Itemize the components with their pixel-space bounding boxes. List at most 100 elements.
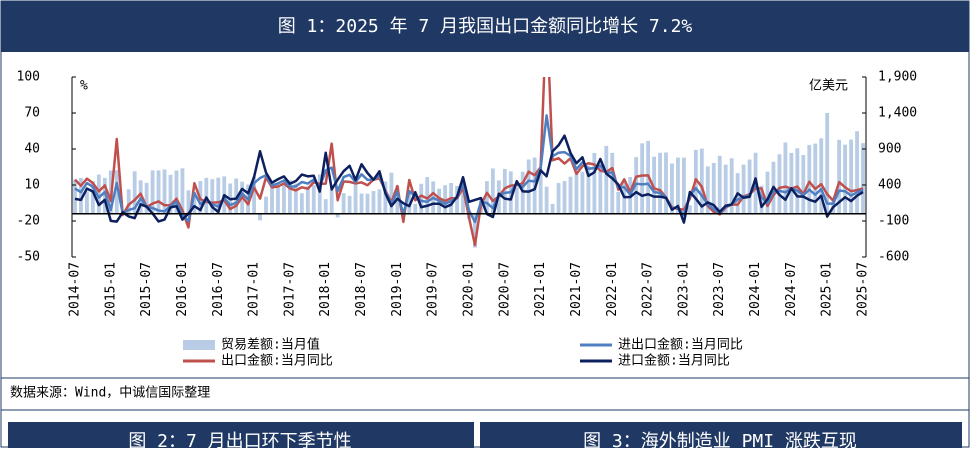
bar: [741, 164, 746, 214]
bar: [819, 138, 824, 214]
bar: [837, 139, 842, 214]
bar: [383, 181, 388, 214]
bar: [299, 193, 304, 214]
bar: [96, 174, 101, 214]
bar: [592, 152, 597, 214]
bar: [687, 205, 692, 214]
legend-label: 进出口金额:当月同比: [618, 337, 743, 353]
x-tick-label: 2016-07: [211, 262, 226, 317]
y-tick-label: 40: [24, 142, 40, 157]
bar: [234, 178, 239, 214]
bar: [861, 143, 865, 214]
bar: [73, 179, 77, 214]
bar: [526, 159, 531, 214]
bar: [789, 152, 794, 214]
bar: [144, 182, 149, 214]
x-tick-label: 2016-01: [175, 262, 190, 317]
x-tick-label: 2015-01: [103, 262, 118, 317]
bar: [168, 174, 173, 214]
x-tick-label: 2019-01: [390, 262, 405, 317]
bar: [276, 184, 280, 214]
y2-tick-label: -600: [878, 250, 909, 265]
x-tick-label: 2023-07: [712, 262, 727, 317]
x-tick-label: 2018-07: [354, 262, 369, 317]
y-tick-label: 70: [24, 106, 40, 121]
bar: [556, 182, 561, 214]
legend-label: 出口金额:当月同比: [221, 353, 333, 369]
x-tick-label: 2020-01: [462, 262, 477, 317]
source: 数据来源：Wind，中诚信国际整理: [10, 386, 210, 401]
y-tick-label: 100: [17, 70, 40, 85]
bar: [610, 152, 615, 214]
y2-unit: 亿美元: [809, 79, 848, 94]
x-tick-label: 2021-07: [569, 262, 584, 317]
chart-title: 图 1：2025 年 7 月我国出口金额同比增长 7.2%: [278, 16, 693, 37]
y2-tick-label: 1,400: [878, 106, 917, 121]
bar: [849, 139, 853, 214]
legend-label: 贸易差额:当月值: [221, 337, 320, 353]
bar: [825, 113, 830, 214]
x-tick-label: 2018-01: [318, 262, 333, 317]
x-tick-label: 2022-07: [641, 262, 656, 317]
next-title-bar: [480, 422, 962, 452]
bar: [305, 186, 310, 214]
bar: [162, 169, 167, 214]
bar: [640, 143, 645, 214]
bar: [664, 152, 668, 214]
x-tick-label: 2023-01: [676, 262, 691, 317]
bar: [795, 148, 800, 214]
x-tick-label: 2025-01: [820, 262, 835, 317]
bar: [676, 157, 680, 214]
bar: [658, 152, 662, 214]
bar: [210, 179, 215, 214]
bar: [616, 191, 621, 214]
title-bar: [1, 1, 969, 52]
x-tick-label: 2024-07: [784, 262, 799, 317]
bar: [813, 143, 818, 214]
bar: [216, 177, 221, 214]
bar: [705, 166, 710, 214]
bar: [323, 199, 328, 214]
bar: [807, 144, 812, 214]
bar: [574, 173, 579, 214]
bar: [79, 177, 83, 214]
bar: [711, 162, 716, 214]
bar: [562, 181, 567, 214]
bar: [264, 196, 268, 214]
next-title: 图 2：7 月出口环下季节性: [128, 431, 351, 448]
x-tick-label: 2024-01: [748, 262, 763, 317]
legend-label: 进口金额:当月同比: [618, 353, 730, 369]
bar: [335, 213, 340, 218]
bar: [132, 171, 137, 214]
bar: [855, 131, 859, 214]
bar: [759, 185, 764, 214]
bar: [377, 189, 382, 214]
x-tick-label: 2019-07: [426, 262, 441, 317]
bar: [699, 148, 704, 214]
bar: [150, 170, 155, 214]
bar: [425, 177, 430, 214]
bar: [484, 181, 489, 214]
y2-tick-label: -100: [878, 214, 909, 229]
bar: [717, 155, 722, 214]
bar: [156, 170, 161, 214]
bar: [347, 195, 352, 214]
y-unit: %: [80, 79, 88, 94]
bar: [85, 191, 89, 214]
legend-swatch: [183, 340, 215, 350]
bar: [723, 164, 728, 214]
bar: [783, 142, 788, 214]
bar: [311, 185, 316, 214]
bar: [843, 144, 848, 214]
bar: [652, 156, 656, 214]
bar: [174, 170, 179, 214]
bar: [514, 187, 519, 214]
bar: [455, 185, 459, 214]
bar: [114, 170, 119, 214]
bar: [544, 186, 549, 214]
bar: [502, 168, 507, 214]
bar: [204, 177, 209, 214]
x-tick-label: 2020-07: [497, 262, 512, 317]
plot-area: [73, 77, 865, 248]
x-tick-label: 2017-01: [247, 262, 262, 317]
